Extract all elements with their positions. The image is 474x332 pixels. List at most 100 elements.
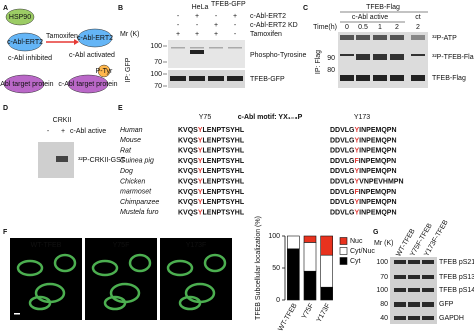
band: [190, 50, 204, 54]
label: Tamoxifen: [250, 31, 282, 38]
label: Chicken: [120, 178, 145, 185]
x-tick-label: Y75F: [301, 302, 315, 320]
sequence-part: LENPTSYHL: [203, 178, 245, 185]
sequence: DDVLGYINPEMQPN: [330, 147, 397, 154]
sequence-part: Y: [355, 147, 360, 154]
label: c-Abl-ERT2: [77, 35, 113, 42]
label: 40: [380, 315, 388, 322]
sequence-part: F: [355, 189, 360, 196]
sequence-part: INPEMQPN: [359, 168, 396, 175]
sequence-part: DDVLG: [330, 147, 355, 154]
y-axis-label: TFEB Subcellular localization (%): [255, 216, 262, 320]
legend-label: Cyt/Nuc: [350, 248, 375, 255]
sequence-part: INPEMQPN: [359, 158, 396, 165]
sequence: KVQSYLENPTSYHL: [178, 199, 245, 206]
blot: [168, 40, 245, 68]
sequence-part: KVQS: [178, 199, 198, 206]
band: [356, 35, 370, 40]
cell: [166, 259, 194, 277]
band: [190, 47, 204, 49]
cell: [128, 253, 152, 273]
cell: [53, 253, 77, 273]
legend-swatch: [339, 257, 348, 265]
legend-swatch: [339, 247, 348, 255]
band: [209, 47, 223, 49]
label: -: [234, 22, 237, 29]
sequence: KVQSYLENPTSYHL: [178, 209, 245, 216]
band: [228, 47, 242, 49]
label: CRKII: [53, 117, 72, 124]
micrograph: [10, 238, 82, 320]
label: Time(h): [313, 24, 337, 31]
label: Y173: [354, 114, 370, 121]
band: [340, 35, 354, 40]
panel-letter: B: [118, 5, 123, 12]
sequence: KVQSYLENPTSYHL: [178, 168, 245, 175]
label: 70: [154, 59, 162, 66]
sequence-part: DDVLG: [330, 137, 355, 144]
panel-letter: F: [3, 229, 8, 236]
band: [390, 54, 404, 60]
sequence-part: KVQS: [178, 189, 198, 196]
sequence: DDVLGFINPEMQPN: [330, 189, 396, 196]
label: c-Abl inhibited: [8, 55, 52, 62]
label: c-Abl-ERT2: [250, 13, 286, 20]
sequence-part: Y: [355, 199, 360, 206]
sequence-part: INPEMQPN: [359, 199, 396, 206]
label: ct: [415, 14, 421, 21]
label: Phospho-Tyrosine: [250, 52, 307, 59]
y-tick-label: 0: [276, 297, 280, 304]
band: [411, 54, 425, 56]
band: [189, 76, 205, 81]
label: HeLa: [192, 4, 209, 11]
label: Tamoxifen: [46, 33, 78, 40]
sequence: KVQSYLENPTSYHL: [178, 137, 245, 144]
bar-segment: [303, 242, 317, 272]
band: [408, 316, 420, 320]
band: [394, 275, 406, 279]
label: 2: [395, 24, 399, 31]
label: c-Abl active: [70, 128, 106, 135]
label: 90: [327, 55, 335, 62]
cell: [203, 253, 227, 273]
sequence: DDVLGFINPEMQPN: [330, 158, 396, 165]
sequence-part: Y: [198, 178, 203, 185]
panel-letter: C: [303, 5, 308, 12]
sequence-part: LENPTSYHL: [203, 147, 245, 154]
label: -: [196, 22, 199, 29]
sequence-part: Y: [355, 168, 360, 175]
label: TFEB-GFP: [211, 1, 246, 8]
sequence-part: INPEMQPN: [359, 127, 396, 134]
label: +: [214, 31, 218, 38]
band: [408, 260, 420, 264]
blot: [168, 70, 245, 88]
label: GFP: [439, 301, 454, 308]
band: [411, 75, 425, 81]
band: [170, 76, 186, 81]
sequence-part: LENPTSYHL: [203, 127, 245, 134]
arrow-head: [74, 39, 79, 45]
sequence: DDVLGYINPEMQPN: [330, 209, 397, 216]
band: [356, 75, 370, 81]
bar-segment: [320, 286, 333, 301]
label: -: [177, 22, 180, 29]
label: -: [177, 13, 180, 20]
label: Dog: [120, 168, 133, 175]
label: Rat: [120, 147, 132, 154]
sequence-part: LENPTSYHL: [203, 189, 245, 196]
sequence-part: Y: [198, 147, 203, 154]
sequence-part: LENPTSYHL: [203, 209, 245, 216]
label: 1: [378, 24, 382, 31]
sequence-part: KVQS: [178, 127, 198, 134]
cell: [16, 259, 44, 277]
label: ³²P-CRKII-GST: [78, 157, 126, 164]
sequence-part: DDVLG: [330, 178, 355, 185]
sequence: DDVLGYINPEMQPN: [330, 137, 397, 144]
cell: [103, 295, 127, 311]
label: c-Abl active: [352, 14, 388, 21]
target-shape: [3, 74, 45, 94]
band: [356, 54, 370, 60]
band: [422, 288, 434, 292]
label: +: [214, 22, 218, 29]
micrograph: [160, 238, 232, 320]
